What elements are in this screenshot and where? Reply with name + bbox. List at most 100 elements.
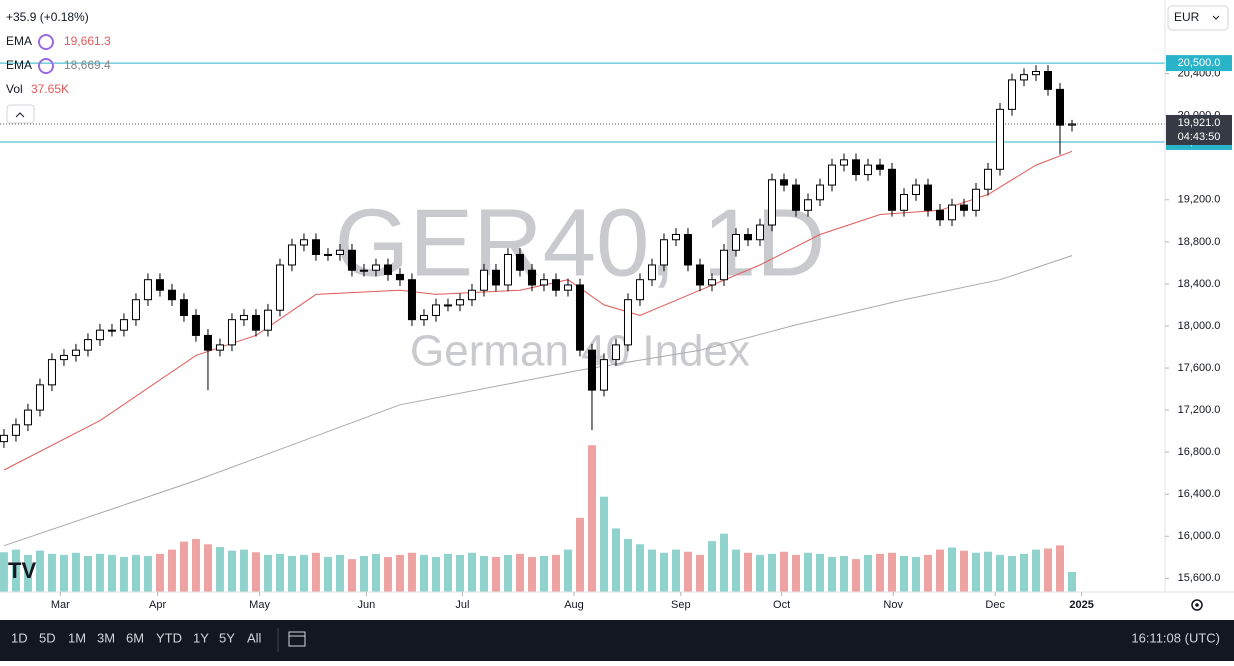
volume-bar [1043, 548, 1052, 592]
currency-button[interactable]: EUR [1167, 5, 1229, 31]
candle-body [683, 233, 692, 266]
currency[interactable]: EUR [1174, 10, 1200, 24]
volume-bar [419, 554, 428, 592]
volume-bar [659, 552, 668, 592]
candle-body [923, 184, 932, 211]
volume-bar [539, 555, 548, 592]
candle-body [143, 279, 152, 301]
x-tick-label: Jul [455, 599, 469, 611]
candle-body [71, 349, 80, 356]
legend-value: 18,669.4 [64, 58, 111, 72]
candle-body [1043, 71, 1052, 90]
volume-bar [311, 552, 320, 592]
range-button[interactable]: 5D [39, 630, 56, 645]
legend-name: EMA [6, 34, 32, 48]
candle-body [563, 284, 572, 291]
candle-body [719, 249, 728, 281]
candle-body [731, 233, 740, 251]
legend-name: EMA [6, 58, 32, 72]
volume-bar [599, 496, 608, 592]
candle-body [695, 264, 704, 286]
volume-bar [983, 551, 992, 592]
y-tick-label: 16,800.0 [1178, 446, 1221, 458]
candle-body [371, 264, 380, 271]
candle-body [611, 344, 620, 361]
range-button[interactable]: 1Y [193, 630, 209, 645]
volume-bar [47, 553, 56, 592]
volume-bar [671, 549, 680, 592]
range-button[interactable]: 6M [126, 630, 144, 645]
candle-body [1007, 79, 1016, 110]
volume-bar [155, 553, 164, 592]
volume-bar [635, 544, 644, 592]
volume-bar [863, 554, 872, 592]
candle-body [455, 299, 464, 306]
settings-icon[interactable] [1191, 599, 1203, 611]
range-button[interactable]: 1M [68, 630, 86, 645]
candle-body [791, 184, 800, 211]
candle-body [635, 279, 644, 301]
candle-body [11, 424, 20, 436]
candle-body [815, 184, 824, 201]
y-tick-label: 16,400.0 [1178, 488, 1221, 500]
candle-body [383, 264, 392, 275]
legend: +35.9 (+0.18%) EMA 19,661.3 EMA 18,669.4 Vol… [6, 10, 111, 96]
candle-body [155, 279, 164, 291]
clock: 16:11:08 (UTC) [1131, 630, 1220, 645]
candle-body [215, 344, 224, 351]
last-price-label: 19,921.0 [1178, 117, 1221, 129]
y-tick-label: 18,400.0 [1178, 278, 1221, 290]
volume-bar [503, 554, 512, 592]
volume-bar [947, 547, 956, 592]
calendar-button[interactable] [288, 631, 306, 647]
volume-bar [959, 550, 968, 592]
volume-bar [119, 557, 128, 592]
candle-body [179, 299, 188, 316]
candle-body [323, 253, 332, 256]
level-label-box [1166, 55, 1232, 72]
range-button[interactable]: 3M [97, 630, 115, 645]
volume-bar [491, 557, 500, 592]
candle-body [995, 108, 1004, 170]
candle-body [671, 233, 680, 241]
logo: TV [8, 558, 36, 583]
volume-bar [839, 555, 848, 592]
volume-bar [143, 555, 152, 592]
volume-bar [767, 553, 776, 592]
x-tick-label: 2025 [1069, 599, 1093, 611]
volume-bar [875, 553, 884, 592]
volume-bar [551, 554, 560, 592]
candle-body [311, 239, 320, 255]
candle-body [935, 209, 944, 221]
candle-body [263, 309, 272, 331]
candle-body [911, 184, 920, 196]
range-button[interactable]: All [247, 630, 262, 645]
candle-body [971, 188, 980, 211]
volume-bar [803, 552, 812, 592]
chevron [1212, 15, 1220, 20]
volume-bar [911, 557, 920, 592]
candle-body [827, 164, 836, 186]
candle-body [983, 168, 992, 190]
gear[interactable] [1191, 599, 1203, 611]
range-button[interactable]: YTD [156, 630, 182, 645]
volume-bar [299, 554, 308, 592]
candle-body [503, 253, 512, 286]
volume-bar [479, 555, 488, 592]
currency-box[interactable] [1167, 5, 1229, 31]
volume-bar [59, 554, 68, 592]
range-button[interactable]: 1D [11, 630, 28, 645]
volume-bar [587, 445, 596, 592]
change: +35.9 (+0.18%) [6, 10, 89, 24]
candle-body [359, 269, 368, 272]
range-button[interactable]: 5Y [219, 630, 235, 645]
plot-area [0, 62, 1165, 592]
candle-body [851, 159, 860, 176]
volume-bar [11, 549, 20, 592]
volume-bar [623, 539, 632, 592]
collapse-button[interactable] [6, 104, 35, 124]
volume-bar [575, 517, 584, 592]
volume-bar [275, 553, 284, 592]
calendar-icon[interactable] [288, 631, 306, 647]
volume-bar [395, 554, 404, 592]
